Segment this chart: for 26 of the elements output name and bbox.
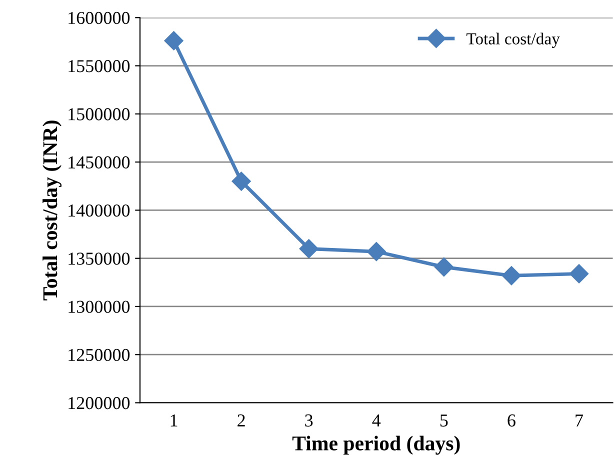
y-tick-label: 1350000 [68, 252, 130, 265]
y-tick-label: 1500000 [68, 108, 130, 120]
x-tick-label: 5 [440, 414, 448, 427]
y-tick-label: 1450000 [68, 156, 130, 168]
y-tick-label: 1300000 [68, 300, 130, 313]
x-tick-label: 7 [576, 414, 583, 426]
x-tick-label: 3 [305, 414, 313, 427]
x-tick-label: 1 [170, 414, 178, 426]
y-tick-label: 1550000 [68, 60, 130, 72]
x-tick-label: 2 [238, 414, 245, 426]
x-tick-label: 6 [508, 414, 516, 427]
point [502, 266, 521, 286]
x-axis-title: Time period (days) [292, 436, 460, 455]
y-tick-label: 1250000 [68, 348, 130, 362]
point [569, 264, 589, 284]
y-axis-title: Total cost/day (INR) [42, 120, 62, 300]
point [299, 239, 318, 258]
x-tick-label: 4 [372, 414, 381, 426]
point [434, 257, 454, 277]
y-tick-label: 1600000 [68, 12, 130, 24]
point [366, 242, 386, 262]
y-tick-label: 1200000 [68, 397, 130, 410]
legend-label: Total cost/day [466, 32, 560, 48]
y-tick-label: 1400000 [68, 204, 130, 217]
point [232, 172, 251, 191]
point [164, 31, 184, 50]
